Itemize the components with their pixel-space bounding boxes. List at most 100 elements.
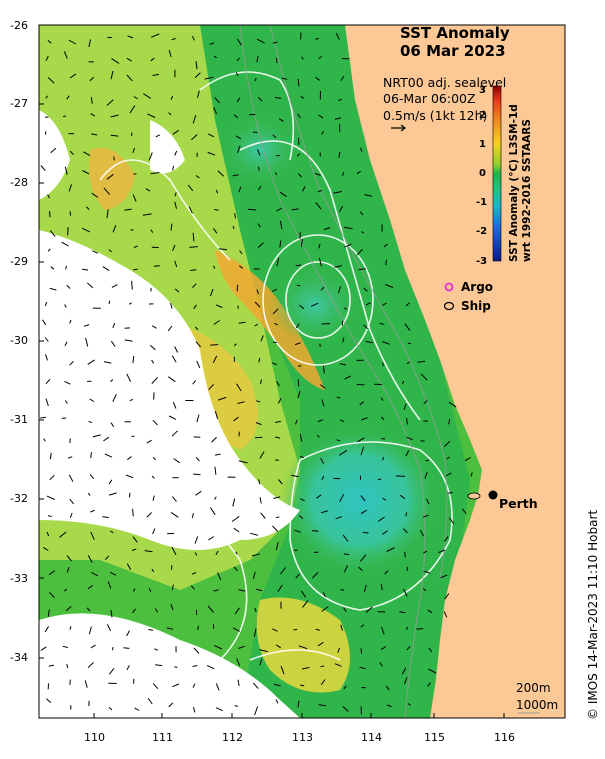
current-vector xyxy=(448,418,451,425)
current-vector xyxy=(207,151,216,156)
current-vector xyxy=(237,401,245,404)
current-vector xyxy=(321,131,325,135)
current-vector xyxy=(260,379,262,384)
x-tick: 115 xyxy=(424,731,445,744)
current-vector xyxy=(91,571,99,577)
current-vector xyxy=(40,416,46,419)
current-vector xyxy=(148,587,152,593)
current-vector xyxy=(235,135,242,140)
current-vector xyxy=(340,624,343,631)
current-vector xyxy=(171,430,178,437)
current-vector xyxy=(318,114,324,119)
current-vector xyxy=(386,547,395,552)
current-vector xyxy=(65,606,72,612)
info-product: NRT00 adj. sealevel xyxy=(383,75,506,90)
current-vector xyxy=(92,434,101,438)
current-vector xyxy=(194,536,199,544)
current-vector xyxy=(63,588,68,592)
current-vector xyxy=(151,325,157,329)
current-vector xyxy=(323,227,331,231)
current-vector xyxy=(111,58,120,64)
current-vector xyxy=(151,568,155,573)
current-vector xyxy=(215,189,219,194)
current-vector xyxy=(446,456,450,460)
current-vector xyxy=(174,666,178,668)
current-vector xyxy=(110,609,113,618)
map-title-line1: SST Anomaly xyxy=(400,24,510,42)
current-vector xyxy=(318,56,322,60)
current-vector xyxy=(254,706,259,716)
current-vector xyxy=(382,341,390,345)
x-tick: 111 xyxy=(152,731,173,744)
current-vector xyxy=(315,202,322,210)
current-vector xyxy=(192,115,197,124)
current-vector xyxy=(294,342,301,346)
current-vector xyxy=(251,553,261,557)
current-vector xyxy=(214,97,220,104)
current-vector xyxy=(259,649,268,653)
colorbar-tick: 3 xyxy=(479,85,486,96)
y-tick: -26 xyxy=(10,19,28,32)
current-vector xyxy=(233,114,238,119)
current-vector xyxy=(193,706,196,713)
current-vector xyxy=(279,220,283,230)
current-vector xyxy=(106,209,109,219)
current-vector xyxy=(334,265,343,268)
current-vector xyxy=(47,609,50,617)
current-vector xyxy=(362,531,369,534)
current-vector xyxy=(66,663,69,669)
current-vector xyxy=(133,268,138,271)
current-vector xyxy=(272,308,279,315)
current-vector xyxy=(147,697,153,705)
x-tick: 110 xyxy=(84,731,105,744)
current-vector xyxy=(448,401,457,408)
current-vector xyxy=(191,134,198,141)
current-vector xyxy=(315,628,320,631)
current-vector xyxy=(300,95,305,99)
scale-arrow-icon xyxy=(391,124,406,132)
land-western-australia xyxy=(345,25,565,718)
current-vector xyxy=(42,319,47,326)
current-vector xyxy=(259,451,265,459)
current-vector xyxy=(45,378,51,385)
current-vector xyxy=(152,73,159,76)
current-vector xyxy=(385,685,390,691)
current-vector xyxy=(255,436,263,439)
current-vector xyxy=(258,479,261,485)
current-vector xyxy=(64,341,68,347)
current-vector xyxy=(233,416,239,422)
current-vector xyxy=(106,99,114,106)
current-vector xyxy=(148,628,154,631)
current-vector xyxy=(250,532,259,536)
current-vector xyxy=(150,33,160,38)
current-vector xyxy=(297,173,303,178)
current-vector xyxy=(323,365,325,374)
current-vector xyxy=(470,472,473,477)
current-vector xyxy=(380,583,383,591)
current-vector xyxy=(132,608,136,614)
current-vector xyxy=(238,265,243,269)
current-vector xyxy=(132,508,134,517)
current-vector xyxy=(276,257,280,267)
current-vector xyxy=(338,151,341,158)
current-vector xyxy=(272,134,277,139)
current-vector xyxy=(64,400,68,404)
current-vector xyxy=(174,150,178,156)
current-vector xyxy=(422,588,427,592)
current-vector xyxy=(86,607,91,612)
current-vector xyxy=(194,552,198,556)
current-vector xyxy=(301,666,310,670)
current-vector xyxy=(64,304,67,308)
current-vector xyxy=(172,401,177,409)
current-vector xyxy=(124,208,132,211)
current-vector xyxy=(83,151,91,157)
current-vector xyxy=(300,684,305,687)
current-vector xyxy=(444,536,449,542)
current-vector xyxy=(318,704,326,707)
current-vector xyxy=(344,226,353,230)
current-vector xyxy=(123,647,130,649)
current-vector xyxy=(406,626,408,631)
current-vector xyxy=(382,530,388,535)
current-vector xyxy=(174,192,177,197)
current-vector xyxy=(102,516,109,519)
